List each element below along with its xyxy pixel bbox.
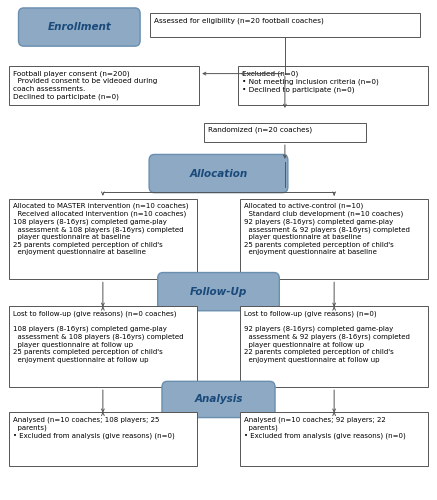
FancyBboxPatch shape — [238, 66, 428, 106]
Text: Allocated to MASTER intervention (n=10 coaches)
  Received allocated interventio: Allocated to MASTER intervention (n=10 c… — [13, 202, 188, 256]
FancyBboxPatch shape — [162, 382, 275, 418]
Text: Football player consent (n=200)
  Provided consent to be videoed during
coach as: Football player consent (n=200) Provided… — [13, 70, 157, 100]
Text: Excluded (n=0)
• Not meeting inclusion criteria (n=0)
• Declined to participate : Excluded (n=0) • Not meeting inclusion c… — [242, 70, 379, 92]
FancyBboxPatch shape — [240, 306, 428, 387]
FancyBboxPatch shape — [240, 412, 428, 466]
Text: Allocation: Allocation — [189, 168, 248, 178]
Text: Allocated to active-control (n=10)
  Standard club development (n=10 coaches)
92: Allocated to active-control (n=10) Stand… — [244, 202, 410, 256]
FancyBboxPatch shape — [150, 14, 420, 37]
Text: Analysed (n=10 coaches; 92 players; 22
  parents)
• Excluded from analysis (give: Analysed (n=10 coaches; 92 players; 22 p… — [244, 416, 406, 439]
FancyBboxPatch shape — [149, 154, 288, 192]
Text: Lost to follow-up (give reasons) (n=0 coaches)

108 players (8-16yrs) completed : Lost to follow-up (give reasons) (n=0 co… — [13, 310, 184, 363]
Text: Randomized (n=20 coaches): Randomized (n=20 coaches) — [208, 126, 312, 133]
Text: Enrollment: Enrollment — [47, 22, 111, 32]
FancyBboxPatch shape — [18, 8, 140, 46]
Text: Analysed (n=10 coaches; 108 players; 25
  parents)
• Excluded from analysis (giv: Analysed (n=10 coaches; 108 players; 25 … — [13, 416, 175, 439]
Text: Follow-Up: Follow-Up — [190, 286, 247, 296]
Text: Lost to follow-up (give reasons) (n=0)

92 players (8-16yrs) completed game-play: Lost to follow-up (give reasons) (n=0) 9… — [244, 310, 410, 363]
Text: Analysis: Analysis — [194, 394, 243, 404]
Text: Assessed for eligibility (n=20 football coaches): Assessed for eligibility (n=20 football … — [154, 17, 324, 24]
FancyBboxPatch shape — [9, 306, 197, 387]
FancyBboxPatch shape — [9, 66, 199, 106]
FancyBboxPatch shape — [240, 198, 428, 280]
FancyBboxPatch shape — [9, 198, 197, 280]
FancyBboxPatch shape — [204, 122, 366, 142]
FancyBboxPatch shape — [9, 412, 197, 466]
FancyBboxPatch shape — [158, 272, 279, 311]
